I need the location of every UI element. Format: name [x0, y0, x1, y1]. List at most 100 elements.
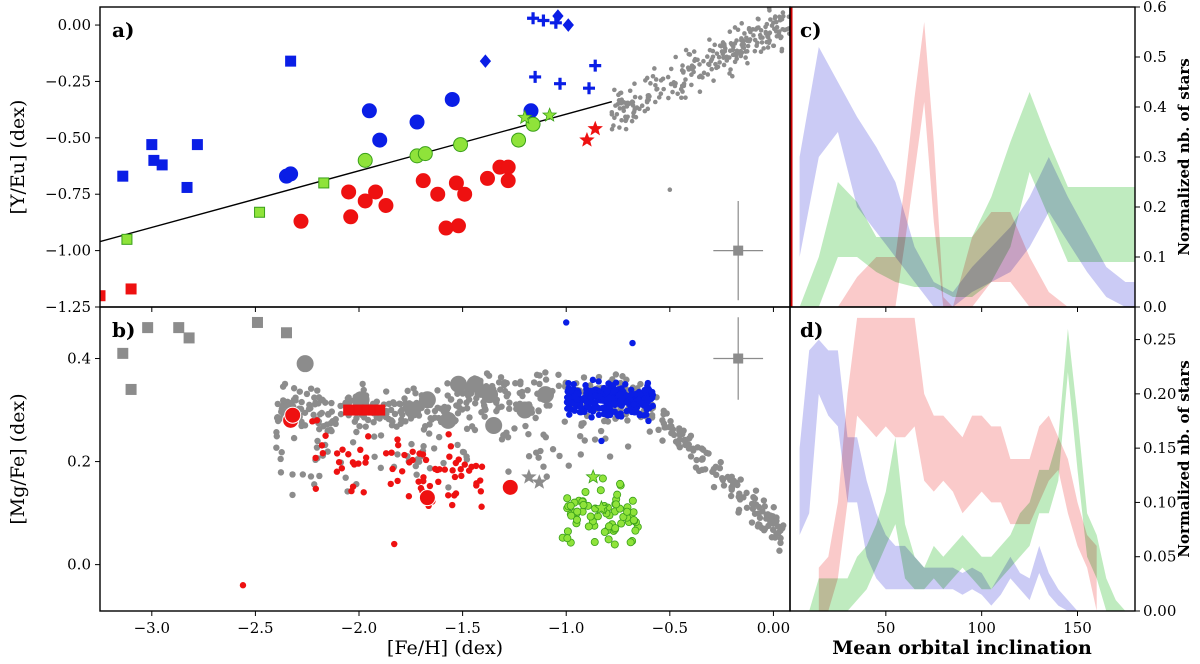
blue-circle-point [409, 114, 425, 130]
green-star-point [629, 508, 638, 517]
ytick-label: 0.00 [58, 16, 91, 34]
blue-star-point [636, 410, 643, 418]
panel-d-frame [789, 306, 1136, 612]
field-star-point [624, 417, 631, 424]
field-star-point [313, 444, 321, 451]
red-star-point [458, 472, 465, 480]
field-star-point [755, 16, 761, 22]
field-star-point [667, 417, 674, 425]
field-star-point [760, 526, 768, 534]
ytick-label: −0.50 [45, 129, 91, 147]
field-star-point [278, 449, 285, 456]
red-square-point [125, 283, 137, 295]
xtick-label: 0.00 [757, 619, 790, 637]
field-star-point [695, 57, 700, 63]
red-star-point [478, 463, 486, 470]
red-star-point [446, 453, 453, 460]
field-star-point [760, 497, 768, 504]
field-star-point [697, 62, 702, 67]
field-star-point [716, 54, 722, 60]
blue-star-point [644, 379, 652, 387]
field-star-point [766, 7, 772, 11]
field-star-point [328, 399, 335, 407]
field-star-point [324, 448, 331, 455]
green-star-point [604, 535, 613, 544]
field-star-point [748, 519, 756, 526]
red-band-area [818, 317, 1097, 611]
green-band-area [799, 328, 1126, 611]
field-star-point [746, 27, 752, 32]
field-star-point [705, 72, 711, 77]
panel-a-ylabel: [Y/Eu] (dex) [7, 100, 29, 215]
field-star-point [412, 462, 419, 470]
field-star-point [765, 522, 772, 530]
field-star-point [774, 24, 780, 30]
red-star-point [426, 482, 434, 490]
blue-star-point [566, 411, 573, 418]
field-star-point [647, 94, 652, 99]
field-star-point [642, 108, 648, 114]
green-circle-point [417, 146, 433, 162]
gray-square-point [173, 322, 185, 334]
field-star-point [577, 451, 584, 458]
field-star-point [632, 94, 638, 100]
red-star-point [239, 582, 247, 589]
green-star-point [563, 534, 572, 543]
field-star-point [727, 29, 733, 34]
red-circle-point [450, 218, 466, 234]
field-star-point [692, 464, 700, 471]
field-star-point [286, 399, 294, 407]
blue-star-point [600, 410, 608, 418]
xtick-label: 50 [876, 619, 895, 637]
red-star-point [478, 503, 485, 510]
blue-band-area [799, 47, 1135, 307]
green-star-point [616, 479, 625, 488]
ytick-label: 0.10 [1143, 493, 1176, 511]
field-star-point [779, 34, 784, 40]
field-star-point [349, 439, 357, 446]
gray-square-point [251, 316, 263, 328]
green-star-point [600, 527, 609, 536]
green-circle-point [453, 137, 469, 153]
red-star-point [398, 468, 406, 475]
field-star-point [466, 414, 473, 421]
field-star-point [356, 422, 363, 430]
field-star-point [724, 54, 729, 60]
red-star-point [313, 417, 321, 424]
field-star-point [675, 440, 682, 448]
field-star-point [665, 74, 671, 80]
field-star-point [744, 49, 750, 54]
field-star-point [689, 66, 694, 71]
field-star-point [327, 426, 334, 433]
green-star-point [541, 107, 558, 122]
green-star-point [586, 512, 595, 521]
field-star-point [542, 376, 550, 383]
field-star-point [277, 469, 285, 476]
field-star-point [501, 381, 508, 389]
red-circle-big-point [418, 489, 436, 507]
field-star-point [310, 411, 317, 419]
red-star-point [365, 433, 372, 440]
field-star-point [546, 402, 553, 409]
field-star-point [721, 62, 727, 68]
red-star-point [449, 467, 456, 474]
blue-circle-point [444, 91, 460, 107]
ytick-label: −0.75 [45, 185, 91, 203]
field-star-point [652, 66, 657, 71]
field-star-point [779, 48, 785, 54]
field-star-point [719, 476, 727, 484]
field-star-point [619, 117, 624, 123]
blue-star-point [610, 388, 617, 395]
red-star-point [409, 448, 416, 455]
blue-star-point [628, 391, 635, 398]
field-star-point [301, 409, 309, 416]
blue-star-point [598, 437, 605, 445]
blue-star-point [566, 406, 574, 413]
xtick-label: −1.5 [444, 619, 480, 637]
green-circle-point [525, 116, 541, 132]
field-star-point [705, 450, 712, 457]
field-star-point [532, 414, 539, 422]
red-star-point [457, 466, 464, 473]
field-star-point [681, 83, 687, 89]
blue-plus-point [527, 12, 540, 25]
